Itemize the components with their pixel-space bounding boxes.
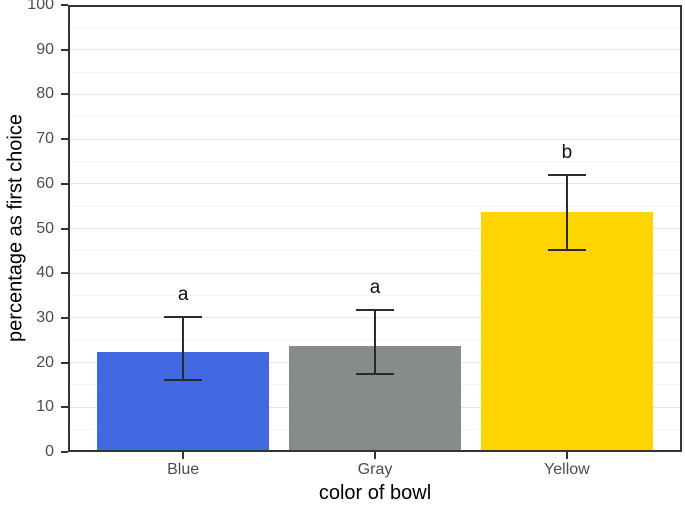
x-tick-mark: [565, 452, 568, 459]
y-tick-label: 80: [36, 85, 54, 103]
significance-letter: b: [561, 141, 573, 163]
minor-gridline: [68, 116, 682, 118]
y-tick-label: 50: [36, 219, 54, 237]
y-tick-label: 40: [36, 264, 54, 282]
major-gridline: [68, 93, 682, 95]
x-axis-title: color of bowl: [318, 482, 432, 504]
minor-gridline: [68, 160, 682, 162]
significance-letter: a: [177, 284, 189, 305]
minor-gridline: [68, 26, 682, 28]
y-tick-mark: [61, 451, 68, 453]
y-tick-label: 20: [36, 353, 54, 371]
minor-gridline: [68, 295, 682, 297]
y-tick-mark: [61, 48, 68, 51]
x-tick-mark: [182, 452, 185, 459]
x-tick-mark: [374, 452, 376, 459]
x-tick-label-gray: Gray: [357, 461, 393, 478]
minor-gridline: [68, 205, 682, 207]
significance-letter: a: [369, 276, 381, 298]
minor-gridline: [68, 250, 682, 252]
axis-line-top: [68, 5, 682, 7]
y-tick-mark: [61, 138, 68, 141]
y-tick-mark: [61, 182, 68, 185]
minor-gridline: [68, 71, 682, 73]
y-tick-label: 100: [27, 0, 54, 13]
axis-line-right: [680, 5, 682, 452]
axis-line-left: [68, 5, 70, 452]
error-bar-cap-top: [355, 308, 395, 311]
axis-line-bottom: [68, 450, 682, 452]
error-bar-line: [182, 317, 185, 380]
y-tick-mark: [61, 227, 68, 230]
y-tick-mark: [61, 4, 68, 6]
x-tick-label-yellow: Yellow: [544, 461, 590, 478]
y-tick-mark: [61, 316, 68, 319]
major-gridline: [68, 272, 682, 274]
y-tick-label: 90: [36, 40, 54, 58]
x-tick-label-blue: Blue: [167, 461, 200, 478]
error-bar-cap-top: [163, 316, 203, 318]
y-tick-mark: [61, 361, 68, 364]
y-tick-label: 10: [36, 398, 54, 416]
y-tick-mark: [61, 406, 68, 409]
y-tick-mark: [61, 272, 68, 275]
plot-panel: a a b: [68, 5, 682, 452]
y-tick-label: 0: [45, 443, 54, 460]
y-tick-mark: [61, 93, 68, 96]
major-gridline: [68, 183, 682, 185]
bar-yellow: [480, 212, 654, 452]
y-tick-label: 30: [36, 308, 54, 326]
major-gridline: [68, 49, 682, 51]
error-bar-cap-bottom: [355, 373, 395, 376]
major-gridline: [68, 228, 682, 229]
error-bar-line: [565, 174, 568, 250]
y-tick-label: 70: [36, 130, 54, 148]
error-bar-cap-top: [547, 173, 587, 176]
y-tick-label: 60: [36, 174, 54, 192]
error-bar-cap-bottom: [163, 378, 203, 381]
error-bar-cap-bottom: [547, 248, 587, 251]
major-gridline: [68, 138, 682, 140]
error-bar-line: [374, 309, 376, 375]
